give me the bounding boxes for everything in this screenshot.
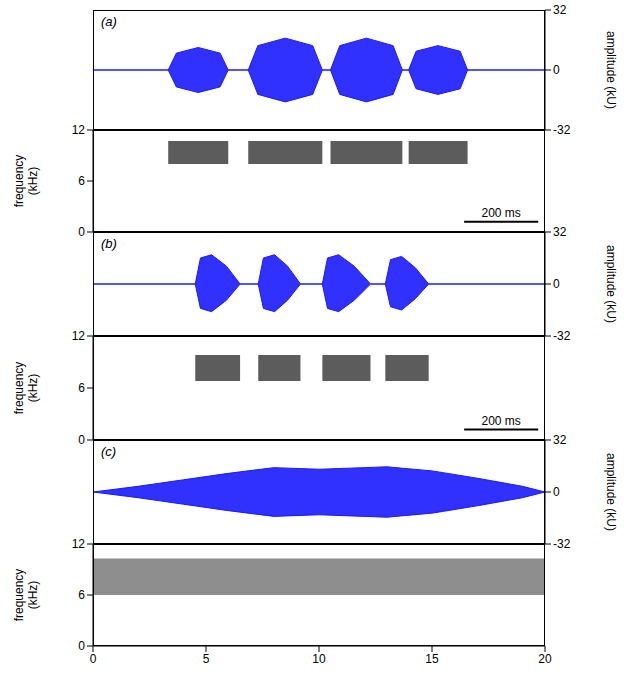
svg-text:32: 32 [553,3,567,17]
svg-text:0: 0 [78,225,85,239]
svg-text:200 ms: 200 ms [481,206,520,220]
html-text:(b): (b) [101,236,117,251]
svg-text:0: 0 [78,433,85,447]
svg-text:10: 10 [312,652,326,666]
svg-text:32: 32 [553,433,567,447]
svg-text:12: 12 [72,537,86,551]
svg-text:12: 12 [72,123,86,137]
svg-text:-32: -32 [553,537,571,551]
svg-text:frequency(kHz): frequency(kHz) [12,362,40,415]
svg-text:32: 32 [553,225,567,239]
html-text:(c): (c) [101,444,117,459]
svg-text:-32: -32 [553,123,571,137]
svg-text:20: 20 [538,652,552,666]
svg-text:0: 0 [553,63,560,77]
svg-text:6: 6 [78,381,85,395]
svg-text:0: 0 [553,277,560,291]
svg-text:frequency(kHz): frequency(kHz) [12,155,40,208]
svg-text:6: 6 [78,174,85,188]
svg-text:0: 0 [78,639,85,653]
svg-text:0: 0 [90,652,97,666]
svg-text:amplitude (kU): amplitude (kU) [604,31,618,109]
svg-text:amplitude (kU): amplitude (kU) [604,453,618,531]
svg-text:15: 15 [425,652,439,666]
svg-text:5: 5 [203,652,210,666]
svg-text:200 ms: 200 ms [481,414,520,428]
svg-text:frequency(kHz): frequency(kHz) [12,569,40,622]
svg-text:12: 12 [72,329,86,343]
svg-text:amplitude (kU): amplitude (kU) [604,245,618,323]
svg-text:6: 6 [78,588,85,602]
html-text:(a): (a) [101,14,117,29]
svg-text:-32: -32 [553,329,571,343]
svg-text:0: 0 [553,485,560,499]
